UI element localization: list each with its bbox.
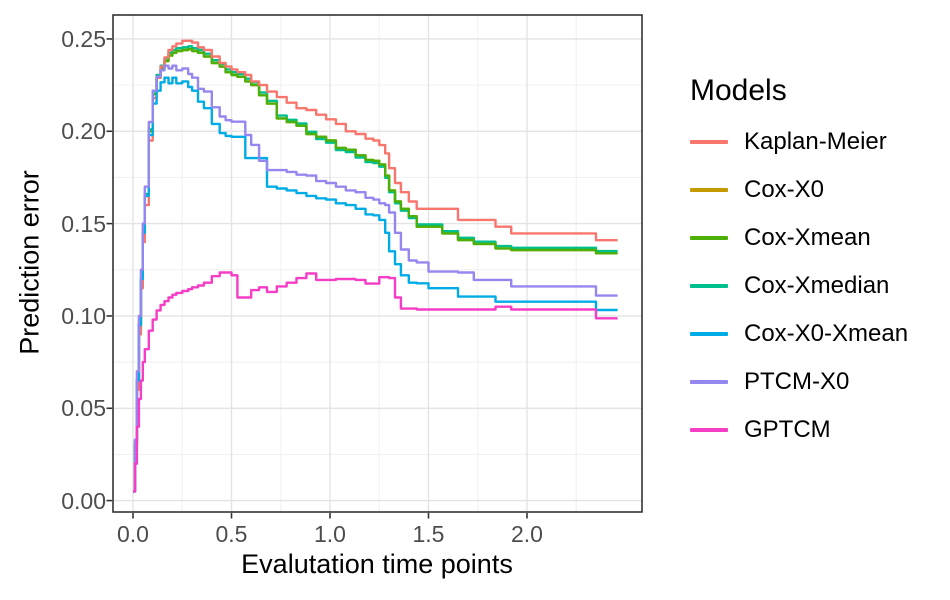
x-tick-label: 0.0 xyxy=(117,521,149,547)
plot-panel xyxy=(113,15,642,512)
legend-label: Cox-X0-Xmean xyxy=(744,320,909,347)
x-tick-label: 1.5 xyxy=(412,521,445,547)
legend-label: PTCM-X0 xyxy=(744,368,850,395)
legend-key-cox-xmean xyxy=(690,236,728,240)
legend-item-cox-xmedian: Cox-Xmedian xyxy=(690,262,908,310)
legend-item-gptcm: GPTCM xyxy=(690,406,908,454)
legend-label: Kaplan-Meier xyxy=(744,128,887,155)
legend-item-cox-x0: Cox-X0 xyxy=(690,166,908,214)
legend-key-gptcm xyxy=(690,428,728,432)
legend-label: GPTCM xyxy=(744,416,831,443)
axis-tick-marks xyxy=(106,38,528,519)
legend-key-cox-xmedian xyxy=(690,284,728,288)
legend-key-kaplan-meier xyxy=(690,140,728,144)
legend-rows: Kaplan-Meier Cox-X0 Cox-Xmean Cox-Xmedian Co… xyxy=(690,118,908,454)
legend-title: Models xyxy=(690,74,787,107)
minor-gridlines xyxy=(113,15,642,512)
x-tick-label: 1.0 xyxy=(314,521,346,547)
y-tick-label: 0.20 xyxy=(61,118,106,145)
legend-key-ptcm-x0 xyxy=(690,380,728,384)
legend-key-cox-x0 xyxy=(690,188,728,192)
legend-item-cox-x0-xmean: Cox-X0-Xmean xyxy=(690,310,908,358)
y-axis-title: Prediction error xyxy=(14,170,45,355)
legend: Models Kaplan-Meier Cox-X0 Cox-Xmean Cox-Xm… xyxy=(690,72,908,454)
curve-ptcm-x0 xyxy=(133,64,618,493)
legend-label: Cox-Xmedian xyxy=(744,272,890,299)
panel-border xyxy=(112,14,643,513)
x-tick-label: 0.5 xyxy=(215,521,248,547)
legend-label: Cox-X0 xyxy=(744,176,825,203)
legend-label: Cox-Xmean xyxy=(744,224,871,251)
y-tick-label: 0.05 xyxy=(61,395,106,422)
legend-item-ptcm-x0: PTCM-X0 xyxy=(690,358,908,406)
legend-key-cox-x0-xmean xyxy=(690,332,728,336)
legend-item-cox-xmean: Cox-Xmean xyxy=(690,214,908,262)
x-axis-title: Evalutation time points xyxy=(241,549,513,579)
curve-gptcm xyxy=(133,271,618,493)
legend-item-kaplan-meier: Kaplan-Meier xyxy=(690,118,908,166)
y-tick-label: 0.25 xyxy=(61,25,106,52)
curves-group xyxy=(133,39,618,493)
curve-cox-x0-xmean xyxy=(133,76,618,493)
y-tick-label: 0.00 xyxy=(61,487,106,514)
y-tick-label: 0.10 xyxy=(61,302,106,329)
x-tick-label: 2.0 xyxy=(511,521,543,547)
y-tick-label: 0.15 xyxy=(61,210,106,237)
